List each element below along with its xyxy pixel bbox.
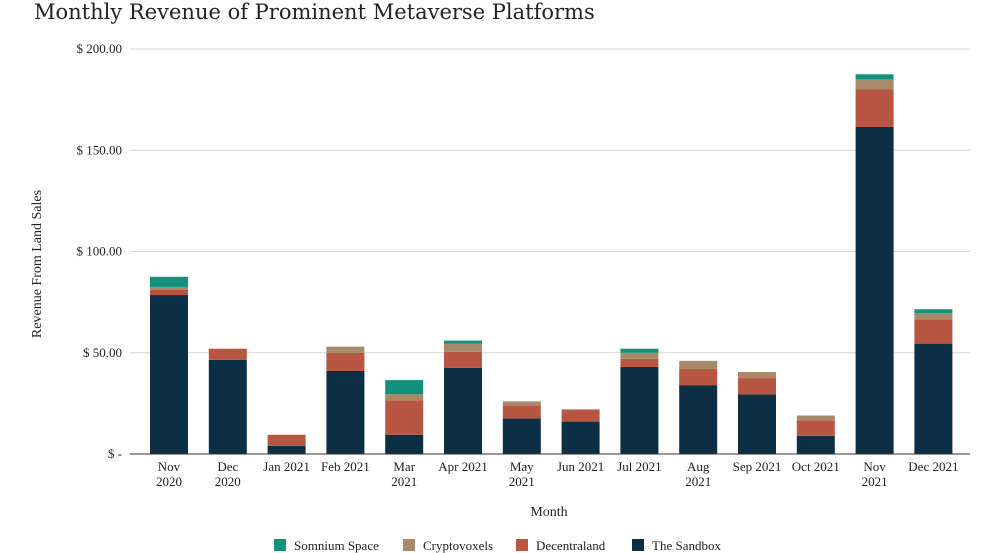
y-tick-label: $ - xyxy=(108,446,122,461)
x-tick-label: Jul 2021 xyxy=(617,459,661,474)
bar-segment-decentraland xyxy=(444,351,482,368)
bar-segment-somnium-space xyxy=(620,348,659,353)
legend-swatch xyxy=(632,539,644,551)
bar-segment-decentraland xyxy=(385,400,424,435)
bar-segment-the-sandbox xyxy=(855,126,894,455)
legend: Somnium Space Cryptovoxels Decentraland The… xyxy=(274,538,721,553)
x-tick-label: Nov 2021 xyxy=(862,459,888,489)
x-tick-label: Sep 2021 xyxy=(733,459,782,474)
bar-segment-the-sandbox xyxy=(150,295,188,454)
x-tick-label: Jun 2021 xyxy=(557,459,604,474)
bar-segment-cryptovoxels xyxy=(444,343,482,352)
legend-swatch xyxy=(403,539,415,551)
legend-label: Decentraland xyxy=(536,538,606,553)
x-tick-label: Feb 2021 xyxy=(321,459,370,474)
bar-segment-decentraland xyxy=(150,289,188,296)
bars xyxy=(150,74,953,455)
bar-segment-cryptovoxels xyxy=(620,352,659,359)
y-axis-ticks: $ - $ 50.00 $ 100.00 $ 150.00 $ 200.00 xyxy=(77,41,123,461)
bar-segment-decentraland xyxy=(738,378,776,395)
x-tick-label: Dec 2021 xyxy=(908,459,958,474)
x-tick-label: Aug 2021 xyxy=(685,459,711,489)
x-tick-label: May 2021 xyxy=(509,459,535,489)
bar-segment-cryptovoxels xyxy=(855,79,894,90)
y-tick-label: $ 100.00 xyxy=(77,244,123,259)
x-tick-label: Nov 2020 xyxy=(156,459,182,489)
bar-segment-the-sandbox xyxy=(796,435,835,454)
bar-segment-decentraland xyxy=(679,368,718,386)
bar-segment-decentraland xyxy=(267,434,306,446)
bar-segment-decentraland xyxy=(855,89,894,127)
bar-segment-somnium-space xyxy=(385,380,424,395)
bar-segment-cryptovoxels xyxy=(502,401,541,406)
bar-segment-the-sandbox xyxy=(620,366,659,454)
bar-segment-somnium-space xyxy=(444,340,482,344)
bar-segment-cryptovoxels xyxy=(150,286,188,290)
x-tick-label: Oct 2021 xyxy=(792,459,840,474)
bar-segment-somnium-space xyxy=(855,74,894,80)
bar-segment-cryptovoxels xyxy=(679,360,718,369)
bar-segment-the-sandbox xyxy=(208,359,247,454)
bar-segment-the-sandbox xyxy=(679,385,718,454)
y-tick-label: $ 150.00 xyxy=(77,142,123,157)
bar-segment-somnium-space xyxy=(150,276,188,287)
gridlines xyxy=(130,48,970,354)
x-tick-label: Mar 2021 xyxy=(391,459,417,489)
legend-label: Somnium Space xyxy=(294,538,379,553)
bar-segment-the-sandbox xyxy=(502,418,541,454)
x-axis-ticks: Nov 2020 Dec 2020 Jan 2021 Feb 2021 Mar 2021 Apr… xyxy=(156,459,958,489)
bar-segment-the-sandbox xyxy=(914,343,953,454)
y-tick-label: $ 200.00 xyxy=(77,41,123,56)
bar-segment-somnium-space xyxy=(914,309,953,314)
bar-segment-decentraland xyxy=(208,348,247,360)
bar-segment-the-sandbox xyxy=(267,445,306,454)
bar-segment-decentraland xyxy=(914,319,953,344)
legend-swatch xyxy=(516,539,528,551)
x-axis-label: Month xyxy=(530,505,567,520)
legend-label: Cryptovoxels xyxy=(423,538,493,553)
bar-segment-cryptovoxels xyxy=(326,346,365,353)
y-tick-label: $ 50.00 xyxy=(83,345,122,360)
legend-swatch xyxy=(274,539,286,551)
x-tick-label: Jan 2021 xyxy=(263,459,310,474)
bar-segment-the-sandbox xyxy=(385,434,424,454)
bar-segment-decentraland xyxy=(620,358,659,367)
bar-segment-the-sandbox xyxy=(444,367,482,454)
bar-segment-decentraland xyxy=(326,352,365,371)
x-tick-label: Apr 2021 xyxy=(438,459,487,474)
legend-label: The Sandbox xyxy=(652,538,721,553)
bar-segment-cryptovoxels xyxy=(914,313,953,320)
x-tick-label: Dec 2020 xyxy=(215,459,241,489)
bar-segment-cryptovoxels xyxy=(385,394,424,401)
bar-segment-decentraland xyxy=(796,420,835,436)
chart-title: Monthly Revenue of Prominent Metaverse P… xyxy=(34,0,595,24)
bar-segment-cryptovoxels xyxy=(796,415,835,421)
bar-segment-the-sandbox xyxy=(738,394,776,454)
bar-segment-cryptovoxels xyxy=(738,371,776,379)
bar-segment-decentraland xyxy=(502,405,541,419)
y-axis-label: Revenue From Land Sales xyxy=(30,190,45,338)
bar-segment-the-sandbox xyxy=(561,421,600,454)
bar-segment-decentraland xyxy=(561,409,600,422)
bar-segment-the-sandbox xyxy=(326,370,365,454)
